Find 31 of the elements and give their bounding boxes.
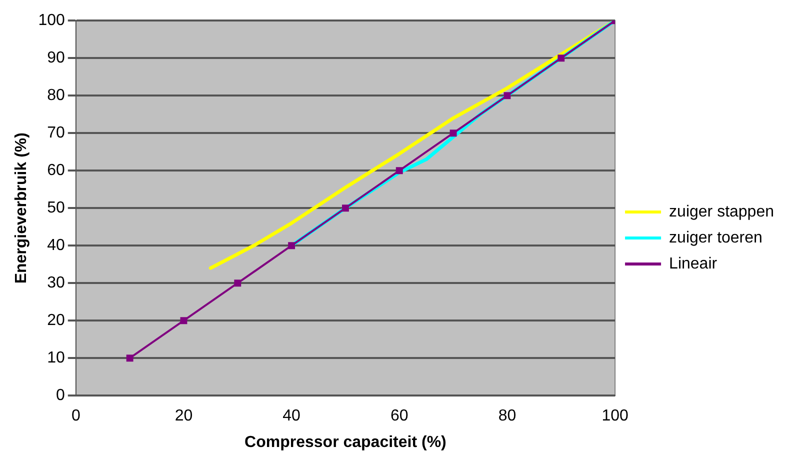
x-tick-label: 40 (282, 408, 301, 425)
legend-label: zuiger stappen (669, 203, 774, 220)
point (396, 167, 403, 174)
y-tick-label: 10 (47, 350, 65, 367)
x-tick-label: 20 (174, 408, 193, 425)
y-tick-label: 0 (56, 387, 65, 404)
y-tick-label: 20 (47, 312, 65, 330)
x-tick-label: 0 (71, 408, 80, 425)
point (342, 204, 349, 212)
y-tick-label: 40 (47, 237, 65, 254)
y-tick-label: 30 (47, 274, 65, 292)
y-tick-label: 60 (47, 162, 65, 180)
point (180, 317, 188, 324)
y-tick-label: 90 (47, 50, 65, 67)
y-tick-label: 70 (47, 124, 65, 142)
legend-label: zuiger toeren (669, 229, 762, 246)
point (288, 242, 296, 250)
x-tick-label: 60 (390, 408, 408, 425)
x-axis-title: Compressor capaciteit (%) (244, 434, 446, 451)
y-tick-label: 80 (47, 87, 65, 104)
legend-label: Lineair (669, 255, 718, 272)
point (558, 54, 565, 62)
point (234, 280, 242, 287)
point (504, 92, 511, 100)
y-tick-label: 100 (38, 12, 65, 30)
x-tick-label: 80 (498, 408, 516, 425)
point (450, 130, 457, 137)
point (126, 354, 134, 362)
y-axis-title: Energieverbruik (%) (13, 132, 30, 284)
x-tick-label: 100 (602, 408, 628, 425)
y-tick-label: 50 (47, 200, 65, 217)
